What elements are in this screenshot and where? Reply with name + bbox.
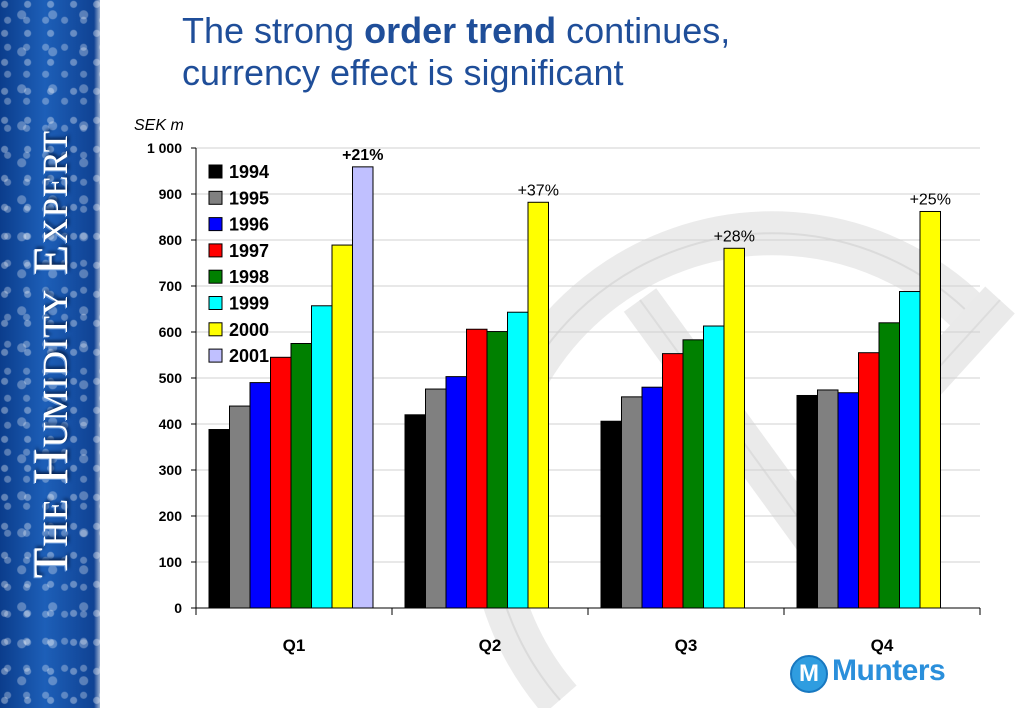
y-tick-label: 1 000 bbox=[147, 140, 182, 156]
y-tick-label: 300 bbox=[159, 462, 183, 478]
legend-label-2000: 2000 bbox=[229, 320, 269, 340]
bar-1999-Q1 bbox=[311, 305, 333, 609]
growth-annotation: +21% bbox=[342, 147, 383, 164]
title-part-1: The strong bbox=[182, 10, 365, 51]
legend-label-1998: 1998 bbox=[229, 267, 269, 287]
bar-1996-Q1 bbox=[249, 382, 271, 609]
title-part-2: continues, bbox=[556, 10, 731, 51]
bar-1996-Q2 bbox=[445, 376, 467, 609]
y-axis-label: SEK m bbox=[134, 117, 184, 134]
legend-swatch-1994 bbox=[208, 164, 223, 179]
bar-2000-Q2 bbox=[527, 201, 549, 609]
bar-1998-Q3 bbox=[682, 339, 704, 609]
legend-swatch-1999 bbox=[208, 296, 223, 310]
title-line-1: The strong order trend continues, bbox=[182, 10, 730, 52]
bar-1995-Q4 bbox=[817, 389, 839, 609]
legend-label-1995: 1995 bbox=[229, 188, 269, 208]
bar-2000-Q3 bbox=[723, 247, 745, 609]
legend-swatch-1995 bbox=[208, 190, 223, 205]
bar-1994-Q4 bbox=[796, 394, 818, 609]
bar-1994-Q2 bbox=[404, 414, 426, 609]
bar-1998-Q4 bbox=[878, 322, 900, 609]
legend-label-1994: 1994 bbox=[229, 162, 269, 182]
bar-1995-Q3 bbox=[621, 396, 643, 609]
bar-1997-Q1 bbox=[270, 356, 292, 609]
y-tick-label: 200 bbox=[159, 508, 183, 524]
y-tick-label: 500 bbox=[159, 370, 183, 386]
growth-annotation: +28% bbox=[714, 228, 755, 245]
growth-annotation: +25% bbox=[910, 191, 951, 208]
bar-2000-Q4 bbox=[919, 210, 941, 609]
bar-1998-Q1 bbox=[290, 343, 312, 609]
title-bold: order trend bbox=[364, 10, 557, 51]
bar-2001-Q1 bbox=[352, 166, 374, 609]
y-tick-label: 100 bbox=[159, 554, 183, 570]
legend-swatch-1998 bbox=[208, 269, 223, 284]
title-line-2: currency effect is significant bbox=[182, 52, 624, 93]
legend-swatch-1996 bbox=[208, 217, 223, 232]
bar-1994-Q3 bbox=[600, 420, 622, 609]
page-title: The strong order trend continues, curren… bbox=[182, 10, 730, 94]
munters-logo-text: Munters bbox=[832, 654, 946, 687]
bar-1997-Q3 bbox=[662, 353, 684, 609]
y-tick-label: 700 bbox=[159, 278, 183, 294]
legend-swatch-2001 bbox=[208, 348, 223, 363]
bar-1999-Q2 bbox=[507, 311, 529, 609]
growth-annotation: +37% bbox=[518, 182, 559, 199]
sidebar-banner: The Humidity Expert bbox=[0, 0, 100, 708]
x-tick-label: Q3 bbox=[675, 636, 698, 655]
y-tick-label: 400 bbox=[159, 416, 183, 432]
bar-1999-Q4 bbox=[899, 291, 921, 609]
bar-1995-Q2 bbox=[425, 388, 447, 609]
bar-2000-Q1 bbox=[331, 244, 353, 609]
legend-label-2001: 2001 bbox=[229, 346, 269, 366]
x-tick-label: Q4 bbox=[871, 636, 894, 655]
bar-1996-Q4 bbox=[837, 392, 859, 609]
y-tick-label: 600 bbox=[159, 324, 183, 340]
legend-swatch-1997 bbox=[208, 243, 223, 258]
legend-label-1999: 1999 bbox=[229, 294, 269, 314]
legend-swatch-2000 bbox=[208, 322, 223, 337]
y-tick-label: 800 bbox=[159, 232, 183, 248]
munters-logo-icon: M bbox=[790, 655, 828, 693]
y-tick-label: 0 bbox=[174, 600, 182, 616]
legend-label-1997: 1997 bbox=[229, 241, 269, 261]
legend-label-1996: 1996 bbox=[229, 215, 269, 235]
bar-1999-Q3 bbox=[703, 325, 725, 609]
bar-1996-Q3 bbox=[641, 386, 663, 609]
bar-1995-Q1 bbox=[229, 405, 251, 609]
bar-1998-Q2 bbox=[486, 331, 508, 609]
x-tick-label: Q1 bbox=[283, 636, 306, 655]
bar-1994-Q1 bbox=[208, 429, 230, 609]
bar-1997-Q4 bbox=[858, 352, 880, 609]
y-tick-label: 900 bbox=[159, 186, 183, 202]
x-tick-label: Q2 bbox=[479, 636, 502, 655]
munters-logo: M Munters bbox=[784, 653, 970, 695]
bar-1997-Q2 bbox=[466, 328, 488, 609]
